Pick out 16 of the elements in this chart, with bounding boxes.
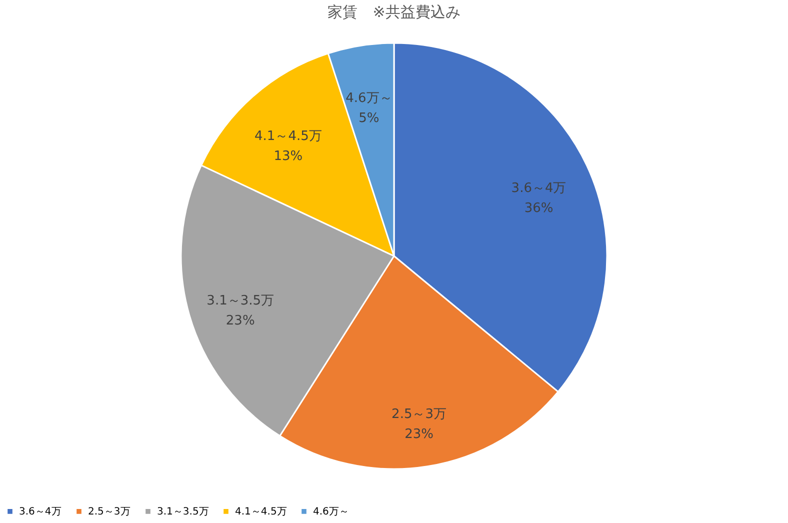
legend-label: 4.6万～	[313, 506, 349, 518]
legend-label: 2.5～3万	[88, 506, 130, 518]
data-label: 23%	[226, 314, 255, 329]
slice-label: 4.6万～	[346, 90, 392, 106]
data-label: 5%	[358, 110, 380, 126]
legend-label: 4.1～4.5万	[235, 506, 287, 518]
legend-label: 3.1～3.5万	[157, 506, 209, 518]
data-label: 23%	[404, 427, 434, 442]
slice-label: 3.1～3.5万	[206, 294, 274, 309]
chart-title: 家賃 ※共益費込み	[328, 3, 460, 21]
legend-label: 3.6～4万	[19, 506, 62, 518]
data-label: 36%	[524, 200, 554, 216]
data-label: 13%	[274, 148, 303, 164]
slice-label: 4.1～4.5万	[254, 128, 322, 144]
slice-label: 3.6～4万	[511, 180, 566, 196]
slice-label: 2.5～3万	[392, 407, 447, 422]
